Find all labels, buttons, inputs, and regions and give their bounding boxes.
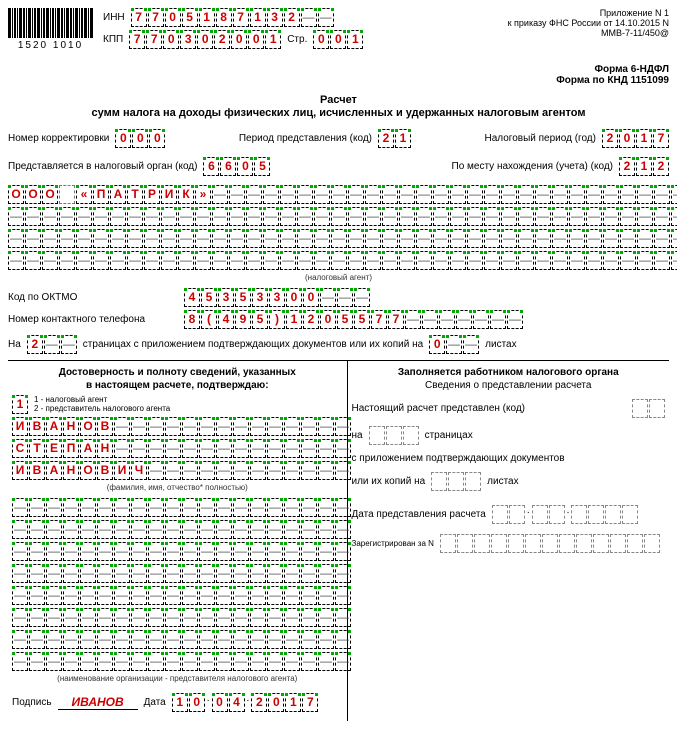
org-row5: ———————————————————— bbox=[12, 586, 351, 605]
tax-period-cells: 2017 bbox=[602, 129, 669, 148]
by-place-cells: 212 bbox=[619, 157, 669, 176]
oktmo-cells: 45353300——— bbox=[184, 288, 370, 307]
org-row8: ———————————————————— bbox=[12, 652, 351, 671]
correction-cells: 000 bbox=[115, 129, 165, 148]
signature-value: ИВАНОВ bbox=[58, 695, 138, 710]
agent-caption: (налоговый агент) bbox=[8, 273, 669, 282]
company-row4: ———————————————————————————————————————— bbox=[8, 251, 677, 270]
confirm-code: 1 bbox=[12, 395, 28, 414]
att-cells: 0—— bbox=[429, 335, 479, 354]
company-row2: ———————————————————————————————————————— bbox=[8, 207, 677, 226]
pages-cells: 2—— bbox=[27, 335, 77, 354]
or-copies-label: или их копий на bbox=[352, 476, 426, 487]
fio-caption: (фамилия, имя, отчество* полностью) bbox=[12, 483, 343, 492]
appendix-text: Приложение N 1 bbox=[499, 8, 669, 18]
org-row4: ———————————————————— bbox=[12, 564, 351, 583]
barcode: 1520 1010 bbox=[8, 8, 93, 51]
pages2-label: страницах bbox=[425, 430, 473, 441]
left-column: Достоверность и полноту сведений, указан… bbox=[8, 361, 348, 721]
company-block: ООО«ПАТРИК»———————————————————————————— … bbox=[8, 185, 669, 282]
inn-cells: 7705187132—— bbox=[131, 8, 334, 27]
left-title2: в настоящем расчете, подтверждаю: bbox=[12, 380, 343, 391]
form-label-1: Форма 6-НДФЛ bbox=[8, 64, 669, 75]
company-row1: ООО«ПАТРИК»———————————————————————————— bbox=[8, 185, 677, 204]
doc-title-1: Расчет bbox=[8, 94, 669, 106]
right-column: Заполняется работником налогового органа… bbox=[348, 361, 670, 721]
company-row3: ———————————————————————————————————————— bbox=[8, 229, 677, 248]
role2-text: 2 - представитель налогового агента bbox=[34, 405, 170, 414]
presented-label: Настоящий расчет представлен (код) bbox=[352, 403, 526, 414]
surname-cells: ИВАНОВ—————————————— bbox=[12, 417, 351, 436]
form-label-2: Форма по КНД 1151099 bbox=[8, 75, 669, 86]
reg-n-label: Зарегистрирован за N bbox=[352, 539, 434, 548]
org-block: ———————————————————— ———————————————————… bbox=[12, 498, 343, 683]
date-cells: 10.04.2017 bbox=[172, 693, 319, 712]
with-att-label: с приложением подтверждающих документов bbox=[352, 453, 666, 464]
name-cells: СТЕПАН—————————————— bbox=[12, 439, 351, 458]
patronymic-cells: ИВАНОВИЧ———————————— bbox=[12, 461, 351, 480]
doc-title-2: сумм налога на доходы физических лиц, ис… bbox=[8, 107, 669, 119]
sheets2-label: листах bbox=[487, 476, 518, 487]
present-date-cells: .. bbox=[492, 505, 639, 524]
by-place-label: По месту нахождения (учета) (код) bbox=[452, 161, 613, 172]
sheets-label: листах bbox=[485, 339, 516, 350]
reg-n-cells bbox=[440, 534, 660, 553]
on2-label: на bbox=[352, 430, 363, 441]
phone-label: Номер контактного телефона bbox=[8, 314, 178, 325]
order-text: к приказу ФНС России от 14.10.2015 N ММВ… bbox=[499, 18, 669, 38]
kpp-cells: 770302001 bbox=[129, 30, 281, 49]
period-cells: 21 bbox=[378, 129, 411, 148]
org-row3: ———————————————————— bbox=[12, 542, 351, 561]
org-row2: ———————————————————— bbox=[12, 520, 351, 539]
tax-organ-label: Представляется в налоговый орган (код) bbox=[8, 161, 197, 172]
phone-cells: 8(495)1205577——————— bbox=[184, 310, 523, 329]
org-caption: (наименование организации - представител… bbox=[12, 674, 343, 683]
oktmo-label: Код по ОКТМО bbox=[8, 292, 178, 303]
str-cells: 001 bbox=[313, 30, 363, 49]
presented-code bbox=[632, 399, 665, 418]
kpp-label: КПП bbox=[103, 34, 123, 45]
org-row7: ———————————————————— bbox=[12, 630, 351, 649]
on-label: На bbox=[8, 339, 21, 350]
right-sub: Сведения о представлении расчета bbox=[352, 380, 666, 391]
right-title: Заполняется работником налогового органа bbox=[352, 367, 666, 378]
barcode-text: 1520 1010 bbox=[8, 40, 93, 51]
inn-label: ИНН bbox=[103, 12, 125, 23]
tax-organ-cells: 6605 bbox=[203, 157, 270, 176]
org-row6: ———————————————————— bbox=[12, 608, 351, 627]
correction-label: Номер корректировки bbox=[8, 133, 109, 144]
copies-cells bbox=[431, 472, 481, 491]
left-title1: Достоверность и полноту сведений, указан… bbox=[12, 367, 343, 378]
org-row1: ———————————————————— bbox=[12, 498, 351, 517]
str-label: Стр. bbox=[287, 34, 307, 45]
tax-period-label: Налоговый период (год) bbox=[484, 133, 596, 144]
pages-text: страницах с приложением подтверждающих д… bbox=[83, 339, 423, 350]
pages2-cells bbox=[369, 426, 419, 445]
present-date-label: Дата представления расчета bbox=[352, 509, 486, 520]
period-label: Период представления (код) bbox=[239, 133, 372, 144]
